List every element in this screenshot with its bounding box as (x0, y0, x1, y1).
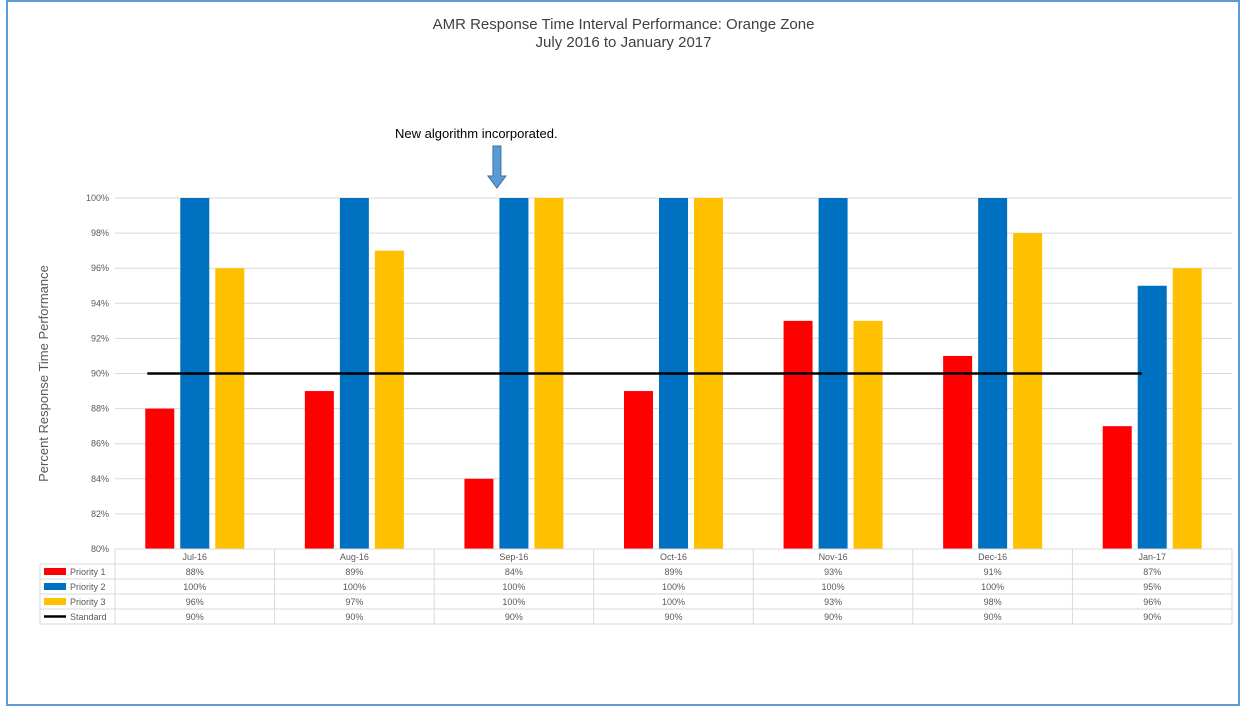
bar-priority-1 (624, 391, 653, 549)
data-label: 84% (505, 567, 523, 577)
chart-subtitle: July 2016 to January 2017 (535, 34, 712, 51)
data-label: 90% (1143, 612, 1161, 622)
bar-priority-1 (304, 391, 334, 549)
data-label: 100% (662, 597, 685, 607)
data-label: 88% (186, 567, 204, 577)
x-tick-label: Nov-16 (819, 552, 848, 562)
data-label: 95% (1143, 582, 1161, 592)
bar-priority-3 (853, 320, 883, 549)
data-label: 90% (345, 612, 363, 622)
y-tick-label: 94% (91, 298, 109, 308)
data-label: 90% (664, 612, 682, 622)
x-tick-label: Dec-16 (978, 552, 1007, 562)
x-tick-label: Oct-16 (660, 552, 687, 562)
annotation-arrow-icon (486, 145, 507, 189)
data-label: 90% (984, 612, 1002, 622)
y-tick-label: 96% (91, 263, 109, 273)
bar-priority-1 (943, 355, 973, 549)
data-label: 100% (343, 582, 366, 592)
x-tick-label: Sep-16 (499, 552, 528, 562)
y-tick-label: 88% (91, 404, 109, 414)
data-label: 100% (183, 582, 206, 592)
legend-label: Standard (70, 612, 107, 622)
bar-priority-3 (215, 268, 245, 549)
x-tick-label: Jan-17 (1138, 552, 1166, 562)
legend-label: Priority 3 (70, 597, 106, 607)
data-label: 100% (502, 597, 525, 607)
bar-priority-1 (464, 478, 494, 549)
data-label: 93% (824, 567, 842, 577)
data-label: 100% (822, 582, 845, 592)
data-label: 100% (981, 582, 1004, 592)
legend-label: Priority 1 (70, 567, 106, 577)
data-label: 90% (505, 612, 523, 622)
data-label: 97% (345, 597, 363, 607)
data-label: 98% (984, 597, 1002, 607)
y-tick-label: 80% (91, 544, 109, 554)
data-label: 89% (345, 567, 363, 577)
x-tick-label: Jul-16 (183, 552, 208, 562)
y-axis-label: Percent Response Time Performance (36, 265, 51, 482)
annotation-text: New algorithm incorporated. (395, 126, 558, 141)
data-label: 90% (824, 612, 842, 622)
data-label: 96% (186, 597, 204, 607)
y-tick-label: 92% (91, 333, 109, 343)
data-label: 87% (1143, 567, 1161, 577)
legend-label: Priority 2 (70, 582, 106, 592)
data-label: 96% (1143, 597, 1161, 607)
data-label: 100% (662, 582, 685, 592)
legend-key (44, 568, 66, 575)
x-tick-label: Aug-16 (340, 552, 369, 562)
data-label: 90% (186, 612, 204, 622)
y-tick-label: 84% (91, 474, 109, 484)
bar-priority-3 (374, 250, 404, 549)
y-tick-label: 86% (91, 439, 109, 449)
data-label: 93% (824, 597, 842, 607)
y-tick-label: 82% (91, 509, 109, 519)
legend-key (44, 598, 66, 605)
legend-key (44, 583, 66, 590)
bar-priority-1 (783, 320, 813, 549)
chart-title-block: AMR Response Time Interval Performance: … (0, 16, 1247, 52)
data-label: 91% (984, 567, 1002, 577)
bar-priority-3 (1013, 233, 1043, 549)
data-label: 89% (664, 567, 682, 577)
bar-priority-3 (1172, 268, 1202, 549)
data-label: 100% (502, 582, 525, 592)
bar-priority-2 (1137, 285, 1167, 549)
y-tick-label: 98% (91, 228, 109, 238)
y-tick-label: 100% (86, 193, 109, 203)
y-tick-label: 90% (91, 369, 109, 379)
bar-priority-1 (145, 408, 175, 549)
bar-priority-1 (1102, 426, 1132, 549)
chart-title: AMR Response Time Interval Performance: … (432, 16, 815, 33)
